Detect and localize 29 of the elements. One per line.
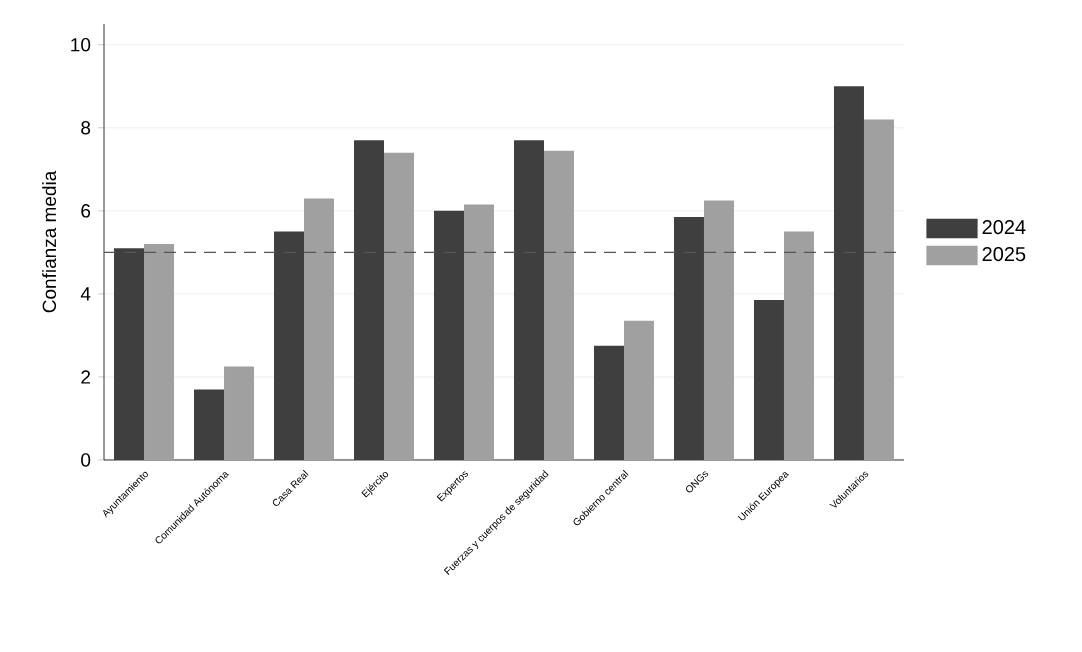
- bar: [114, 248, 145, 460]
- bar: [144, 244, 175, 460]
- bar: [304, 198, 335, 460]
- bar: [194, 389, 225, 460]
- bar: [464, 204, 494, 460]
- y-tick-label: 2: [81, 370, 91, 384]
- bar: [674, 217, 704, 460]
- y-tick-label: 0: [81, 453, 91, 467]
- bar: [863, 119, 894, 460]
- bar: [384, 152, 414, 460]
- bar: [354, 140, 384, 460]
- y-tick-label: 6: [81, 204, 91, 218]
- legend-label: 2024: [982, 220, 1026, 235]
- legend-label: 2025: [982, 246, 1026, 262]
- y-tick-label: 4: [80, 287, 91, 301]
- bar: [544, 150, 574, 460]
- bar: [224, 366, 255, 460]
- y-axis-title: Confianza media: [42, 170, 57, 313]
- y-tick-label: 8: [81, 121, 91, 135]
- y-tick-label: 10: [71, 38, 91, 52]
- bar: [783, 231, 814, 460]
- bar: [434, 210, 464, 460]
- bar: [594, 345, 624, 460]
- bar: [624, 320, 654, 460]
- bar: [833, 86, 864, 460]
- bar: [274, 231, 305, 460]
- bar: [514, 140, 544, 460]
- bar: [753, 300, 784, 460]
- bar: [703, 200, 734, 460]
